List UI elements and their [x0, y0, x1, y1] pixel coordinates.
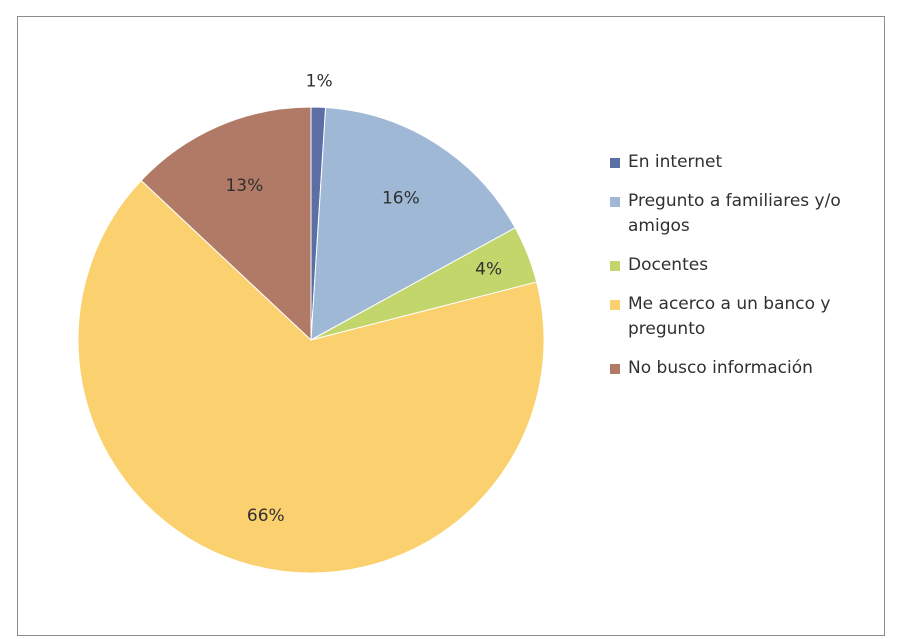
legend-swatch — [610, 300, 620, 310]
pie-data-label-2: 4% — [475, 260, 502, 280]
pie-slice-3 — [77, 179, 545, 574]
pie-data-label-0: 1% — [306, 71, 333, 91]
pie-slice-4 — [140, 106, 312, 342]
legend: En internet Pregunto a familiares y/o am… — [606, 150, 896, 395]
pie-slices — [77, 106, 545, 574]
pie-data-label-3: 66% — [247, 506, 285, 526]
pie-data-label-1: 16% — [382, 188, 420, 208]
legend-item-familiares: Pregunto a familiares y/o amigos — [606, 189, 896, 239]
legend-label: Pregunto a familiares y/o — [628, 191, 841, 211]
legend-label: Docentes — [628, 255, 709, 275]
legend-swatch — [610, 158, 620, 168]
legend-item-en-internet: En internet — [606, 150, 896, 175]
legend-item-no-busco: No busco información — [606, 356, 896, 381]
pie-data-labels: 1% 16% 4% 66% 13% — [225, 71, 502, 526]
legend-swatch — [610, 364, 620, 374]
legend-label: Me acerco a un banco y — [628, 294, 831, 314]
legend-label: No busco información — [628, 358, 813, 378]
legend-swatch — [610, 197, 620, 207]
legend-label: En internet — [628, 152, 723, 172]
legend-label-continued: amigos — [628, 216, 690, 236]
legend-item-docentes: Docentes — [606, 253, 896, 278]
pie-data-label-4: 13% — [225, 176, 263, 196]
legend-swatch — [610, 261, 620, 271]
legend-item-banco: Me acerco a un banco y pregunto — [606, 292, 896, 342]
legend-label-continued: pregunto — [628, 319, 706, 339]
pie-slice-1 — [310, 106, 516, 341]
